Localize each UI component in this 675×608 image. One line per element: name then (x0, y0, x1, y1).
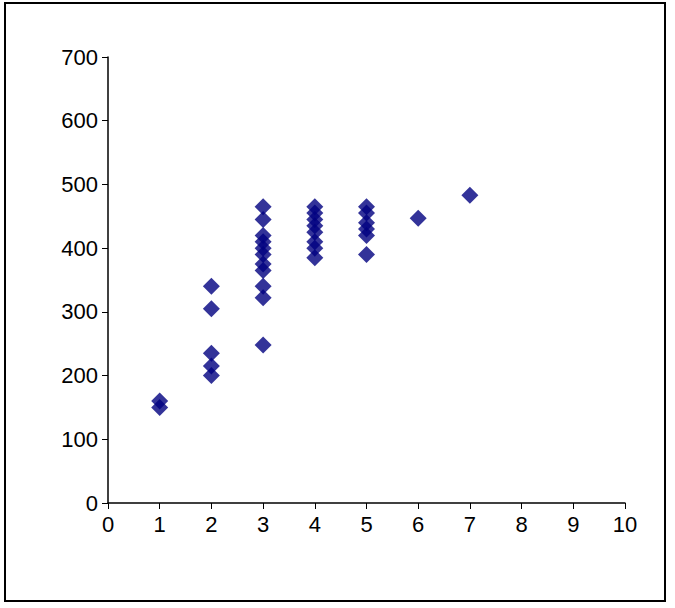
svg-text:0: 0 (86, 491, 98, 516)
svg-text:400: 400 (61, 236, 98, 261)
svg-text:7: 7 (464, 512, 476, 537)
svg-text:600: 600 (61, 108, 98, 133)
svg-text:200: 200 (61, 363, 98, 388)
svg-text:4: 4 (309, 512, 321, 537)
svg-text:100: 100 (61, 427, 98, 452)
svg-text:3: 3 (257, 512, 269, 537)
svg-text:2: 2 (205, 512, 217, 537)
svg-text:300: 300 (61, 299, 98, 324)
svg-text:0: 0 (102, 512, 114, 537)
svg-text:8: 8 (515, 512, 527, 537)
svg-text:700: 700 (61, 45, 98, 70)
svg-text:500: 500 (61, 172, 98, 197)
svg-text:9: 9 (567, 512, 579, 537)
svg-text:5: 5 (360, 512, 372, 537)
svg-text:10: 10 (613, 512, 637, 537)
svg-text:6: 6 (412, 512, 424, 537)
svg-text:1: 1 (154, 512, 166, 537)
